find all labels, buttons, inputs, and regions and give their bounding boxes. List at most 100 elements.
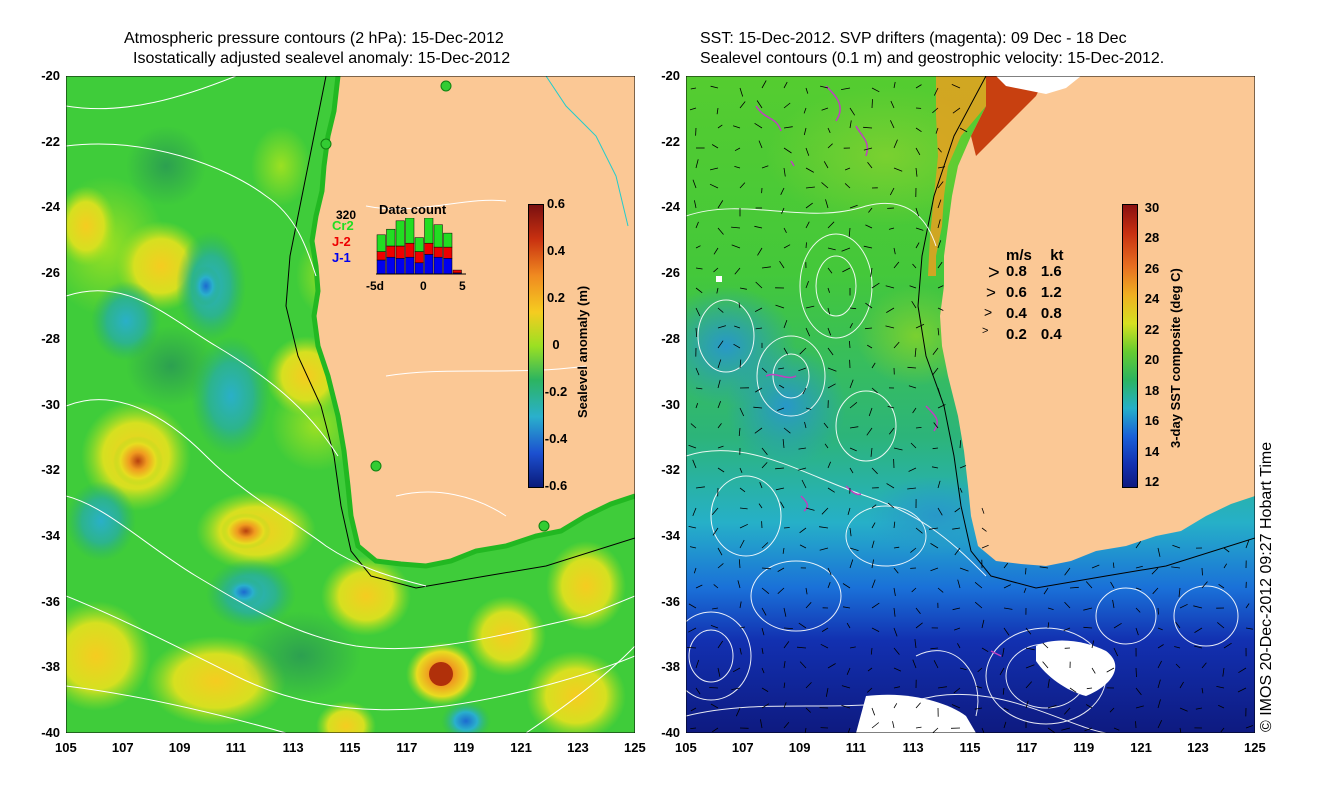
velocity-vector [981, 727, 985, 733]
right-map-panel[interactable] [686, 76, 1255, 733]
velocity-vector [827, 221, 835, 229]
velocity-vector [1003, 607, 1013, 610]
velocity-vector [914, 639, 917, 649]
velocity-vector [1217, 622, 1225, 629]
velocity-vector [1245, 539, 1250, 549]
velocity-vector [716, 287, 719, 294]
velocity-vector [893, 261, 900, 269]
velocity-vector [777, 567, 785, 572]
longitude-tick: 125 [1244, 740, 1266, 755]
velocity-vector [781, 207, 785, 214]
velocity-vector [915, 527, 923, 534]
velocity-vector [710, 703, 719, 709]
velocity-vector [935, 127, 939, 134]
velocity-vector [692, 507, 697, 517]
velocity-vector [756, 100, 763, 109]
velocity-vector [692, 179, 697, 189]
data-count-xtick: -5d [366, 279, 384, 293]
velocity-vector [709, 687, 719, 689]
velocity-vector [893, 341, 900, 349]
latitude-tick: -20 [661, 68, 680, 83]
velocity-vector [1043, 587, 1049, 595]
velocity-vector [693, 567, 697, 574]
velocity-vector [954, 507, 961, 513]
velocity-vector [1157, 679, 1161, 689]
velocity-vector [1245, 725, 1254, 729]
velocity-vector [1064, 601, 1071, 609]
velocity-vector [871, 387, 878, 394]
velocity-vector [798, 447, 807, 450]
velocity-vector [783, 627, 793, 629]
velocity-vector [888, 427, 895, 435]
velocity-vector [780, 187, 785, 195]
velocity-vector [1171, 566, 1181, 569]
velocity-vector [865, 224, 873, 229]
velocity-vector [1091, 667, 1096, 674]
velocity-vector [1039, 566, 1049, 569]
velocity-vector [761, 165, 769, 169]
velocity-vector [893, 447, 903, 451]
velocity-vector [1069, 687, 1077, 693]
left-map-panel[interactable] [66, 76, 635, 733]
velocity-vector [804, 421, 807, 429]
velocity-vector [1091, 564, 1100, 569]
velocity-vector [805, 186, 815, 189]
velocity-vector [911, 587, 917, 593]
speed-kt: 0.4 [1040, 326, 1062, 343]
velocity-vector [761, 266, 771, 269]
velocity-vector [866, 427, 873, 436]
velocity-vector [915, 702, 921, 709]
velocity-vector [717, 547, 723, 556]
velocity-vector [739, 487, 746, 493]
velocity-vector [690, 423, 697, 429]
sealevel-colorbar-label: Sealevel anomaly (m) [575, 285, 590, 418]
velocity-vector [1047, 622, 1050, 629]
velocity-vector [717, 423, 722, 429]
cloud-mask [716, 76, 1116, 733]
velocity-arrow-icon: > [982, 325, 989, 337]
velocity-vector [805, 507, 815, 511]
velocity-vector [937, 199, 942, 209]
velocity-vector [733, 343, 741, 349]
velocity-vector [1157, 607, 1159, 615]
velocity-vector [783, 722, 790, 729]
velocity-vector [827, 307, 831, 315]
velocity-vector [937, 181, 944, 189]
velocity-vector [981, 544, 989, 549]
velocity-vector [694, 200, 697, 209]
satellite-label: Cr2 [332, 218, 354, 233]
velocity-vector [932, 447, 939, 450]
velocity-vector [932, 367, 939, 376]
velocity-vector [739, 539, 745, 549]
velocity-vector [863, 126, 873, 129]
velocity-vector [841, 685, 851, 689]
velocity-vector [717, 124, 723, 129]
velocity-vector [760, 719, 763, 729]
velocity-vector [952, 527, 961, 530]
velocity-vector [712, 607, 719, 610]
data-count-xtick: 5 [459, 279, 466, 293]
data-count-bar-cr2 [376, 234, 386, 252]
velocity-vector [952, 607, 961, 611]
velocity-vector [849, 559, 854, 569]
longitude-tick: 115 [959, 740, 981, 755]
velocity-vector [974, 601, 983, 609]
velocity-vector [783, 126, 793, 129]
velocity-vector [959, 567, 969, 572]
longitude-tick: 121 [1130, 740, 1152, 755]
velocity-vector [893, 607, 896, 617]
velocity-vector [803, 127, 807, 136]
velocity-vector [688, 526, 697, 529]
coastline [309, 76, 635, 569]
velocity-vector [915, 127, 922, 133]
velocity-vector [1110, 581, 1115, 589]
longitude-tick: 109 [788, 740, 811, 755]
svp-drifter-tracks [755, 85, 1002, 657]
velocity-vector [754, 225, 763, 229]
velocity-vector [893, 627, 898, 637]
velocity-vector [847, 507, 851, 516]
velocity-vector [783, 227, 787, 233]
island-marker [320, 138, 332, 150]
left-title-line2: Isostatically adjusted sealevel anomaly:… [133, 50, 511, 67]
velocity-vector [689, 546, 697, 549]
